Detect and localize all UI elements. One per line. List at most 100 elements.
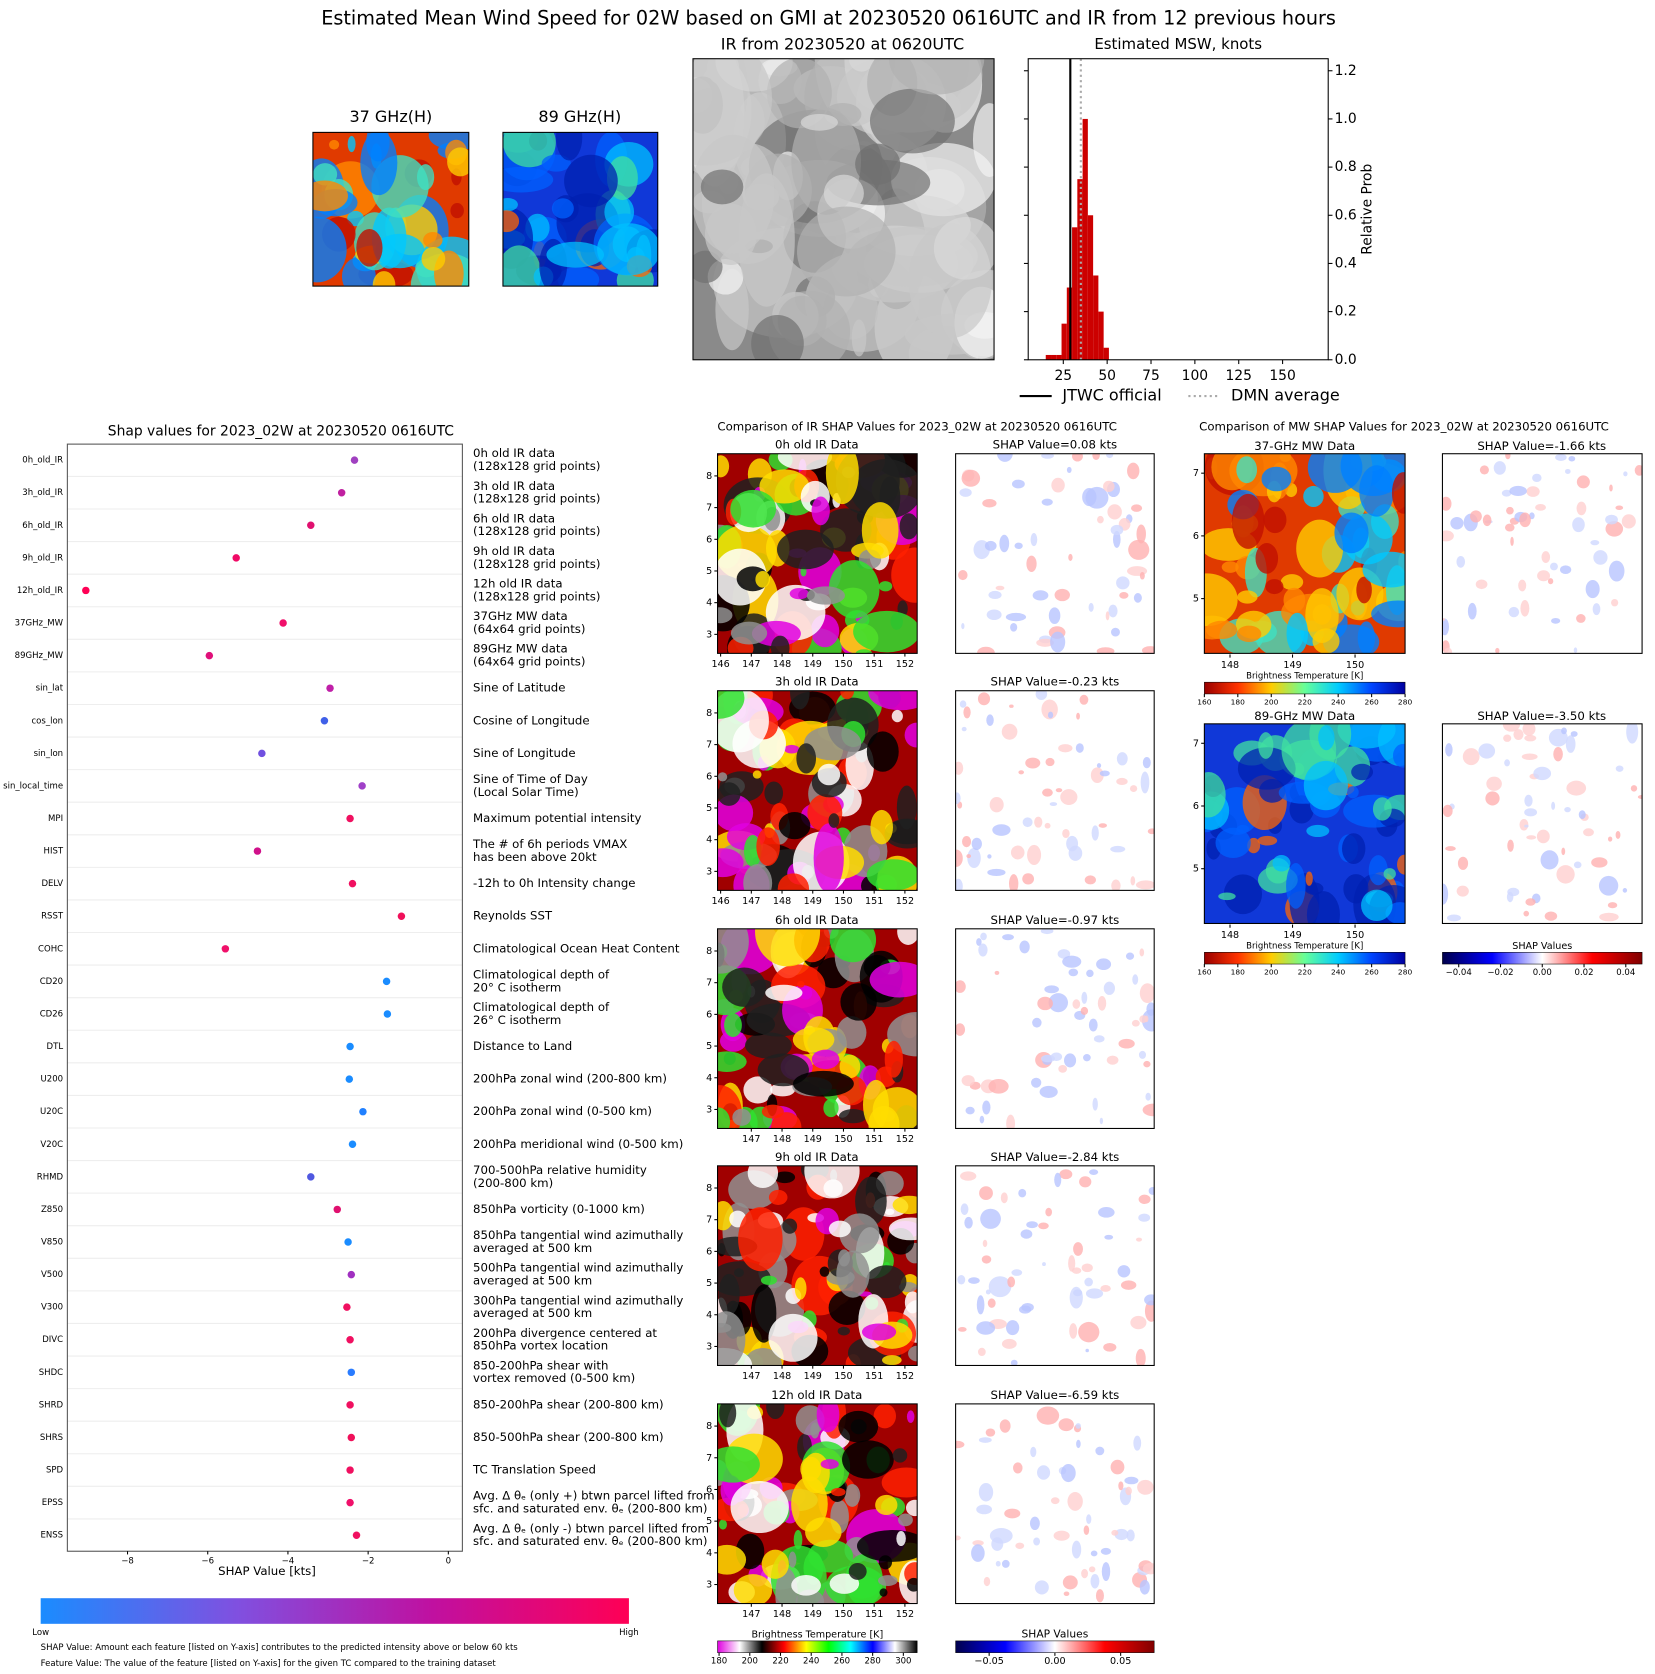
image-blob bbox=[1101, 1562, 1111, 1582]
image-blob bbox=[1397, 854, 1406, 875]
image-blob bbox=[849, 58, 875, 72]
image-blob bbox=[1522, 723, 1536, 736]
shap-dot bbox=[346, 1042, 354, 1051]
image-blob bbox=[1005, 612, 1027, 622]
image-blob bbox=[878, 1575, 898, 1587]
image-blob bbox=[800, 113, 838, 131]
colorbar-tick-label: 200 bbox=[1264, 697, 1279, 706]
image-blob bbox=[813, 823, 844, 891]
image-blob bbox=[961, 469, 981, 487]
image-blob bbox=[797, 206, 896, 297]
colorbar bbox=[955, 1640, 1155, 1653]
image-blob bbox=[1106, 453, 1114, 459]
image-blob bbox=[829, 1573, 860, 1594]
image-blob bbox=[1608, 560, 1625, 582]
image-blob bbox=[1621, 514, 1636, 529]
section-title: Comparison of IR SHAP Values for 2023_02… bbox=[717, 420, 1117, 434]
image-blob bbox=[906, 1577, 918, 1592]
image-frame bbox=[692, 58, 995, 361]
feature-description: 26° C isotherm bbox=[473, 1013, 561, 1027]
image-blob bbox=[1130, 504, 1143, 512]
image-blob bbox=[1097, 515, 1104, 524]
image-blob bbox=[793, 1070, 854, 1097]
panel-title: SHAP Value=-0.97 kts bbox=[991, 913, 1120, 927]
image-blob bbox=[1272, 854, 1291, 872]
x-tick-label: 147 bbox=[742, 896, 760, 907]
image-blob bbox=[1111, 627, 1120, 637]
image-blob bbox=[1131, 1019, 1140, 1027]
image-blob bbox=[1010, 1359, 1018, 1366]
y-tick-label: HIST bbox=[44, 847, 64, 857]
feature-description: (128x128 grid points) bbox=[473, 589, 600, 603]
image-blob bbox=[966, 854, 972, 859]
image-blob bbox=[755, 571, 771, 588]
feature-description: 0h old IR data bbox=[473, 446, 555, 460]
image-blob bbox=[1526, 486, 1540, 497]
image-blob bbox=[760, 1275, 778, 1285]
image-blob bbox=[848, 1562, 867, 1580]
image-blob bbox=[988, 1078, 1009, 1094]
image-blob bbox=[1372, 797, 1392, 821]
image-blob bbox=[1346, 786, 1359, 799]
colorbar-tick-label: 280 bbox=[1398, 968, 1413, 977]
image-blob bbox=[955, 1440, 965, 1449]
image-blob bbox=[1615, 765, 1624, 772]
image-blob bbox=[1630, 785, 1638, 792]
image-blob bbox=[1027, 844, 1042, 865]
image-blob bbox=[977, 692, 991, 706]
image-blob bbox=[869, 961, 918, 998]
y-tick-label: RHMD bbox=[37, 1172, 64, 1182]
shap-dot bbox=[279, 619, 287, 627]
image-blob bbox=[955, 1535, 961, 1541]
x-tick-label: 151 bbox=[865, 1371, 883, 1382]
image-blob bbox=[873, 1403, 897, 1429]
image-frame bbox=[1441, 453, 1643, 654]
image-blob bbox=[1605, 514, 1618, 525]
image-blob bbox=[855, 649, 873, 654]
image-blob bbox=[1081, 1263, 1093, 1273]
image-blob bbox=[1506, 506, 1514, 515]
image-blob bbox=[1255, 543, 1279, 574]
image-blob bbox=[1599, 912, 1619, 922]
x-tick-label: 148 bbox=[773, 896, 791, 907]
legend-label: JTWC official bbox=[1061, 386, 1161, 405]
y-tick-label: DELV bbox=[41, 879, 63, 889]
image-blob bbox=[764, 781, 784, 805]
x-tick-label: 152 bbox=[896, 1371, 914, 1382]
y-tick-label: 0.8 bbox=[1335, 159, 1357, 175]
shap-dot bbox=[348, 1140, 357, 1149]
image-blob bbox=[1116, 576, 1130, 590]
image-blob bbox=[1442, 618, 1450, 636]
image-blob bbox=[1475, 579, 1488, 590]
image-blob bbox=[1486, 776, 1502, 791]
colorbar bbox=[1204, 952, 1406, 965]
image-blob bbox=[1286, 862, 1306, 909]
y-tick-label: COHC bbox=[38, 944, 63, 954]
image-blob bbox=[1598, 875, 1619, 896]
histogram-bar bbox=[1061, 323, 1067, 360]
image-blob bbox=[717, 1544, 747, 1575]
image-blob bbox=[1068, 1255, 1076, 1272]
figure-title: Estimated Mean Wind Speed for 02W based … bbox=[321, 7, 1336, 30]
image-blob bbox=[1507, 839, 1514, 852]
image-blob bbox=[976, 1295, 985, 1315]
histogram-bar bbox=[1051, 354, 1057, 360]
image-blob bbox=[1098, 823, 1108, 828]
y-tick-label: 89GHz_MW bbox=[15, 651, 64, 661]
image-blob bbox=[896, 785, 917, 830]
image-blob bbox=[1051, 477, 1065, 493]
feature-description: 700-500hPa relative humidity bbox=[473, 1163, 647, 1177]
y-tick-label: 6 bbox=[706, 1009, 712, 1020]
image-blob bbox=[766, 58, 832, 129]
y-tick-label: 7 bbox=[706, 978, 712, 989]
image-blob bbox=[1501, 489, 1512, 497]
image-blob bbox=[1104, 1234, 1114, 1240]
image-blob bbox=[1622, 888, 1628, 893]
image-blob bbox=[1142, 756, 1151, 769]
image-blob bbox=[1280, 574, 1304, 590]
image-blob bbox=[770, 1082, 796, 1097]
image-blob bbox=[724, 1013, 742, 1038]
shap-dot bbox=[343, 1303, 351, 1311]
image-blob bbox=[1048, 607, 1061, 625]
image-blob bbox=[1097, 996, 1107, 1011]
